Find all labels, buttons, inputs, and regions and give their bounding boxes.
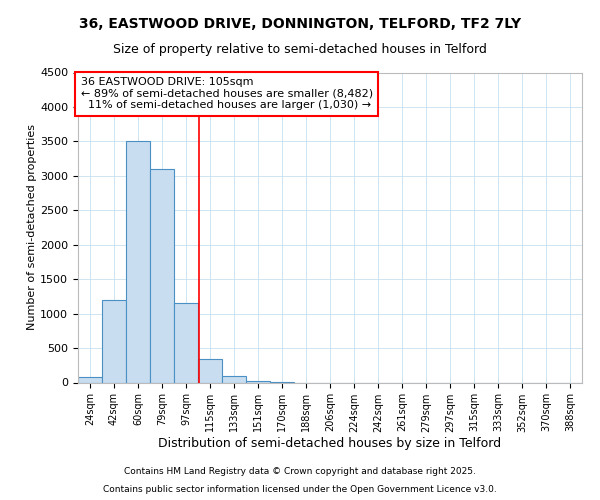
Bar (78, 378, 102, 382)
Bar (150, 169, 174, 382)
Bar (174, 304, 198, 382)
Text: Size of property relative to semi-detached houses in Telford: Size of property relative to semi-detach… (113, 42, 487, 56)
Y-axis label: Number of semi-detached properties: Number of semi-detached properties (28, 124, 37, 330)
Text: 36, EASTWOOD DRIVE, DONNINGTON, TELFORD, TF2 7LY: 36, EASTWOOD DRIVE, DONNINGTON, TELFORD,… (79, 18, 521, 32)
Bar (126, 142, 150, 382)
Bar (222, 376, 246, 382)
X-axis label: Distribution of semi-detached houses by size in Telford: Distribution of semi-detached houses by … (158, 437, 502, 450)
Text: 36 EASTWOOD DRIVE: 105sqm
← 89% of semi-detached houses are smaller (8,482)
  11: 36 EASTWOOD DRIVE: 105sqm ← 89% of semi-… (80, 77, 373, 110)
Text: Contains HM Land Registry data © Crown copyright and database right 2025.: Contains HM Land Registry data © Crown c… (124, 467, 476, 476)
Bar (246, 381, 270, 382)
Bar (198, 359, 222, 382)
Bar (102, 300, 126, 382)
Text: Contains public sector information licensed under the Open Government Licence v3: Contains public sector information licen… (103, 485, 497, 494)
